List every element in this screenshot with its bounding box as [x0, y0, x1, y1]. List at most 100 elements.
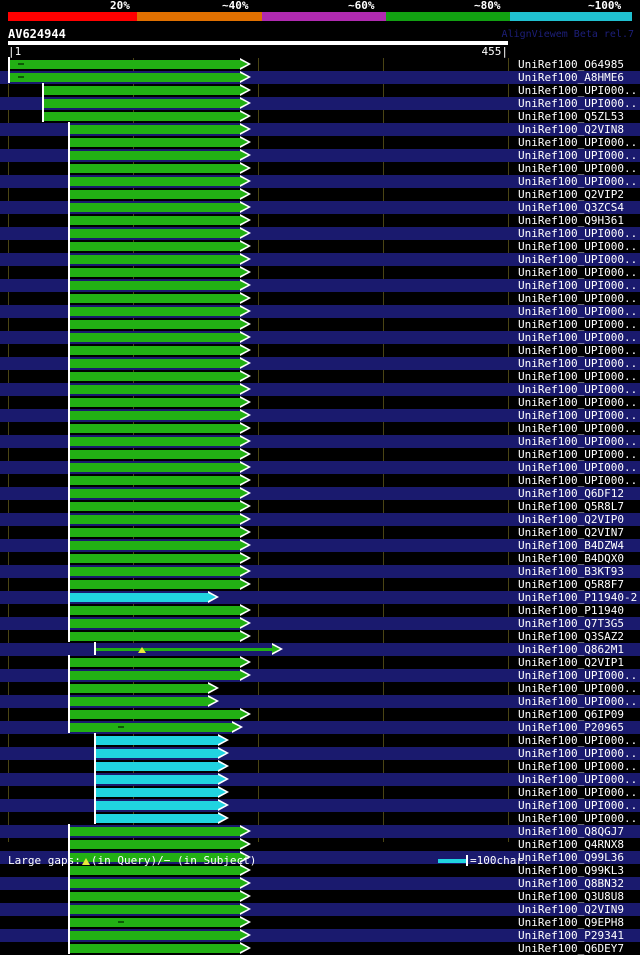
hsp-bar[interactable]	[68, 175, 251, 187]
hit-label[interactable]: UniRef100_UPI000..	[518, 773, 638, 786]
hit-row[interactable]: UniRef100_Q5R8F7	[0, 577, 640, 591]
hsp-bar[interactable]	[68, 162, 251, 174]
hsp-bar[interactable]	[68, 500, 251, 512]
hit-row[interactable]: UniRef100_UPI000..	[0, 668, 640, 682]
hsp-bar[interactable]	[94, 734, 229, 746]
hit-label[interactable]: UniRef100_UPI000..	[518, 357, 638, 370]
hit-row[interactable]: UniRef100_Q6DEY7	[0, 941, 640, 955]
hit-row[interactable]: UniRef100_UPI000..	[0, 83, 640, 97]
hit-row[interactable]: UniRef100_UPI000..	[0, 278, 640, 292]
hsp-bar[interactable]	[8, 58, 251, 70]
hsp-bar[interactable]	[68, 461, 251, 473]
hsp-bar[interactable]	[68, 526, 251, 538]
hit-label[interactable]: UniRef100_Q7T3G5	[518, 617, 624, 630]
hit-row[interactable]: UniRef100_UPI000..	[0, 473, 640, 487]
hit-label[interactable]: UniRef100_UPI000..	[518, 305, 638, 318]
hsp-bar[interactable]	[68, 240, 251, 252]
hit-row[interactable]: UniRef100_UPI000..	[0, 759, 640, 773]
hit-label[interactable]: UniRef100_UPI000..	[518, 474, 638, 487]
hit-label[interactable]: UniRef100_P11940-2	[518, 591, 638, 604]
hit-label[interactable]: UniRef100_UPI000..	[518, 734, 638, 747]
hit-label[interactable]: UniRef100_UPI000..	[518, 812, 638, 825]
hsp-bar[interactable]	[68, 695, 219, 707]
hsp-bar[interactable]	[68, 409, 251, 421]
hsp-bar[interactable]	[68, 279, 251, 291]
hit-row[interactable]: UniRef100_Q2VIP0	[0, 512, 640, 526]
hit-label[interactable]: UniRef100_UPI000..	[518, 448, 638, 461]
hit-row[interactable]: UniRef100_Q3SAZ2	[0, 629, 640, 643]
hsp-bar[interactable]	[8, 71, 251, 83]
hit-row[interactable]: UniRef100_B3KT93	[0, 564, 640, 578]
hsp-bar[interactable]	[68, 721, 243, 733]
hsp-bar[interactable]	[68, 149, 251, 161]
hit-label[interactable]: UniRef100_Q5R8F7	[518, 578, 624, 591]
hsp-bar[interactable]	[42, 110, 251, 122]
hit-label[interactable]: UniRef100_Q2VIN8	[518, 123, 624, 136]
hsp-bar[interactable]	[68, 890, 251, 902]
hit-row[interactable]: UniRef100_UPI000..	[0, 395, 640, 409]
hsp-bar[interactable]	[68, 305, 251, 317]
hit-row[interactable]: UniRef100_Q2VIN7	[0, 525, 640, 539]
hit-row[interactable]: UniRef100_UPI000..	[0, 811, 640, 825]
hsp-bar[interactable]	[68, 942, 251, 954]
hsp-bar[interactable]	[94, 747, 229, 759]
hit-label[interactable]: UniRef100_UPI000..	[518, 318, 638, 331]
hsp-bar[interactable]	[68, 487, 251, 499]
hit-label[interactable]: UniRef100_Q3SAZ2	[518, 630, 624, 643]
hsp-bar[interactable]	[68, 656, 251, 668]
hit-label[interactable]: UniRef100_O64985	[518, 58, 624, 71]
hsp-bar[interactable]	[68, 253, 251, 265]
hsp-bar[interactable]	[68, 929, 251, 941]
hsp-bar[interactable]	[68, 188, 251, 200]
hsp-bar[interactable]	[94, 643, 283, 657]
hsp-bar[interactable]	[68, 318, 251, 330]
hit-row[interactable]: UniRef100_UPI000..	[0, 382, 640, 396]
hit-row[interactable]: UniRef100_Q9H361	[0, 213, 640, 227]
hit-label[interactable]: UniRef100_B4DQX0	[518, 552, 624, 565]
hit-row[interactable]: UniRef100_B4DQX0	[0, 551, 640, 565]
hit-row[interactable]: UniRef100_Q9EPH8	[0, 915, 640, 929]
hit-label[interactable]: UniRef100_Q6DF12	[518, 487, 624, 500]
hsp-bar[interactable]	[94, 760, 229, 772]
hit-label[interactable]: UniRef100_UPI000..	[518, 383, 638, 396]
hit-label[interactable]: UniRef100_UPI000..	[518, 84, 638, 97]
hsp-bar[interactable]	[68, 448, 251, 460]
hit-row[interactable]: UniRef100_UPI000..	[0, 291, 640, 305]
hit-label[interactable]: UniRef100_UPI000..	[518, 396, 638, 409]
hit-label[interactable]: UniRef100_Q5ZL53	[518, 110, 624, 123]
hit-label[interactable]: UniRef100_UPI000..	[518, 786, 638, 799]
hit-row[interactable]: UniRef100_UPI000..	[0, 798, 640, 812]
hit-label[interactable]: UniRef100_UPI000..	[518, 435, 638, 448]
hsp-bar[interactable]	[42, 97, 251, 109]
hsp-bar[interactable]	[94, 786, 229, 798]
hit-row[interactable]: UniRef100_B4DZW4	[0, 538, 640, 552]
hit-label[interactable]: UniRef100_UPI000..	[518, 175, 638, 188]
hit-label[interactable]: UniRef100_B3KT93	[518, 565, 624, 578]
hit-label[interactable]: UniRef100_UPI000..	[518, 266, 638, 279]
hit-row[interactable]: UniRef100_UPI000..	[0, 369, 640, 383]
hit-label[interactable]: UniRef100_Q2VIP0	[518, 513, 624, 526]
hit-row[interactable]: UniRef100_UPI000..	[0, 733, 640, 747]
hit-row[interactable]: UniRef100_Q2VIP2	[0, 187, 640, 201]
hsp-bar[interactable]	[68, 903, 251, 915]
hsp-bar[interactable]	[68, 214, 251, 226]
hit-row[interactable]: UniRef100_Q2VIN8	[0, 122, 640, 136]
hsp-bar[interactable]	[68, 864, 251, 876]
hsp-bar[interactable]	[68, 266, 251, 278]
hit-row[interactable]: UniRef100_P20965	[0, 720, 640, 734]
hit-label[interactable]: UniRef100_Q5R8L7	[518, 500, 624, 513]
hit-row[interactable]: UniRef100_Q6IP09	[0, 707, 640, 721]
hit-row[interactable]: UniRef100_Q3ZCS4	[0, 200, 640, 214]
hit-row[interactable]: UniRef100_UPI000..	[0, 772, 640, 786]
hit-label[interactable]: UniRef100_A8HME6	[518, 71, 624, 84]
hit-row[interactable]: UniRef100_UPI000..	[0, 148, 640, 162]
hit-row[interactable]: UniRef100_Q7T3G5	[0, 616, 640, 630]
hit-row[interactable]: UniRef100_UPI000..	[0, 265, 640, 279]
hsp-bar[interactable]	[94, 812, 229, 824]
hsp-bar[interactable]	[68, 825, 251, 837]
hsp-bar[interactable]	[94, 773, 229, 785]
hit-row[interactable]: UniRef100_UPI000..	[0, 226, 640, 240]
hit-label[interactable]: UniRef100_UPI000..	[518, 279, 638, 292]
hit-row[interactable]: UniRef100_UPI000..	[0, 356, 640, 370]
hit-row[interactable]: UniRef100_P29341	[0, 928, 640, 942]
